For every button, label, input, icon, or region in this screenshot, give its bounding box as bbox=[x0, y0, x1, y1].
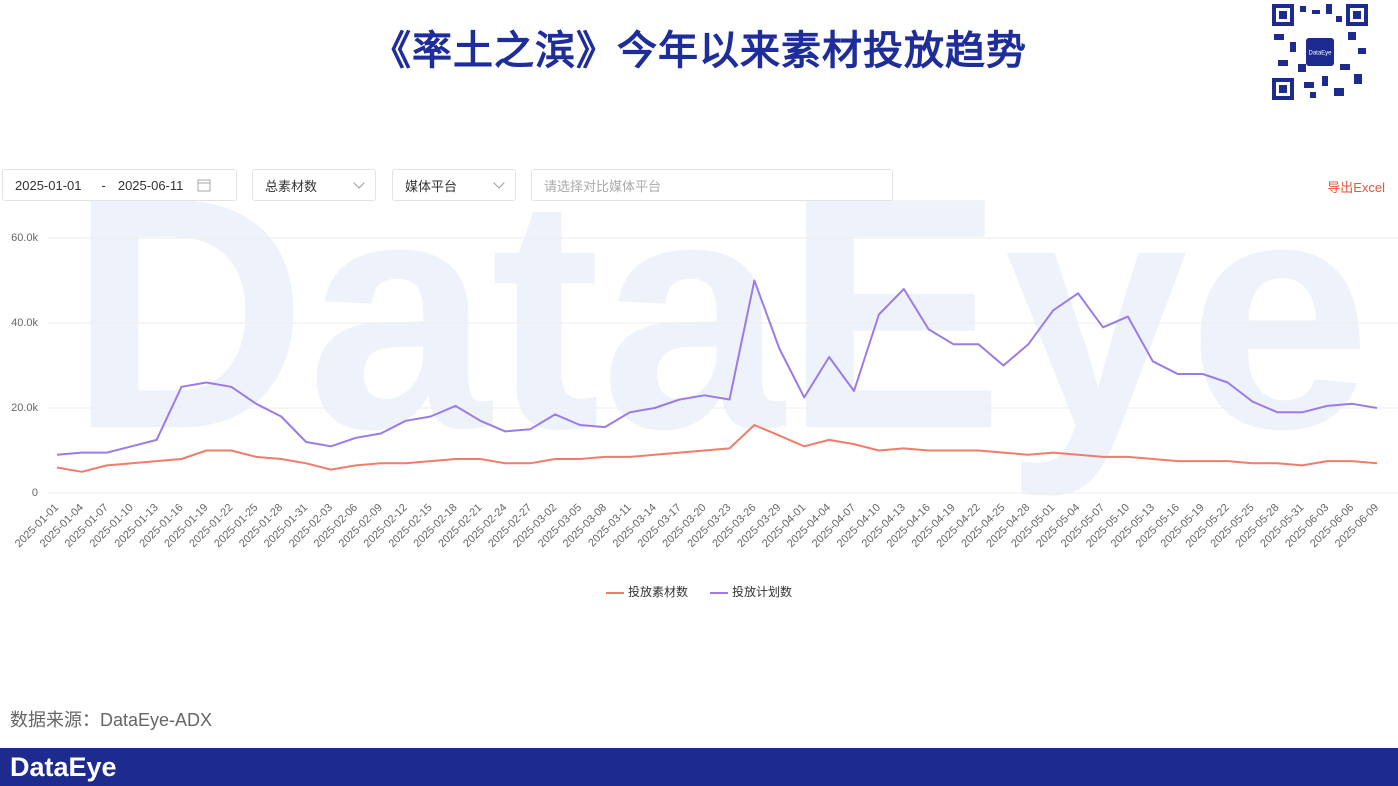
date-range[interactable]: 2025-01-01 - 2025-06-11 bbox=[2, 169, 237, 201]
y-tick-label: 0 bbox=[32, 487, 38, 499]
end-date: 2025-06-11 bbox=[117, 177, 184, 193]
series-line bbox=[56, 279, 1378, 456]
legend-label: 投放计划数 bbox=[732, 584, 792, 599]
metric-value: 总素材数 bbox=[265, 178, 318, 194]
compare-select[interactable]: 请选择对比媒体平台 bbox=[531, 169, 893, 201]
date-separator: - bbox=[101, 177, 106, 193]
metric-select[interactable]: 总素材数 bbox=[252, 169, 376, 201]
series-line bbox=[56, 424, 1378, 473]
y-tick-label: 20.0k bbox=[11, 402, 38, 414]
y-tick-label: 40.0k bbox=[11, 317, 38, 329]
y-tick-label: 60.0k bbox=[11, 232, 38, 244]
footer-logo: DataEye bbox=[10, 752, 117, 782]
platform-value: 媒体平台 bbox=[405, 178, 458, 194]
start-date: 2025-01-01 bbox=[15, 177, 82, 193]
calendar-icon bbox=[197, 179, 211, 192]
platform-select[interactable]: 媒体平台 bbox=[392, 169, 516, 201]
compare-placeholder: 请选择对比媒体平台 bbox=[544, 178, 662, 194]
legend-label: 投放素材数 bbox=[628, 584, 688, 599]
export-button[interactable]: 导出Excel bbox=[1327, 180, 1385, 195]
source-note: 数据来源：DataEye-ADX bbox=[10, 710, 213, 730]
title: 《率土之滨》今年以来素材投放趋势 bbox=[371, 29, 1027, 73]
footer-bar: DataEye bbox=[0, 748, 1398, 786]
qr-label: DataEye bbox=[1308, 51, 1332, 57]
qr-code: DataEye bbox=[1270, 2, 1370, 102]
